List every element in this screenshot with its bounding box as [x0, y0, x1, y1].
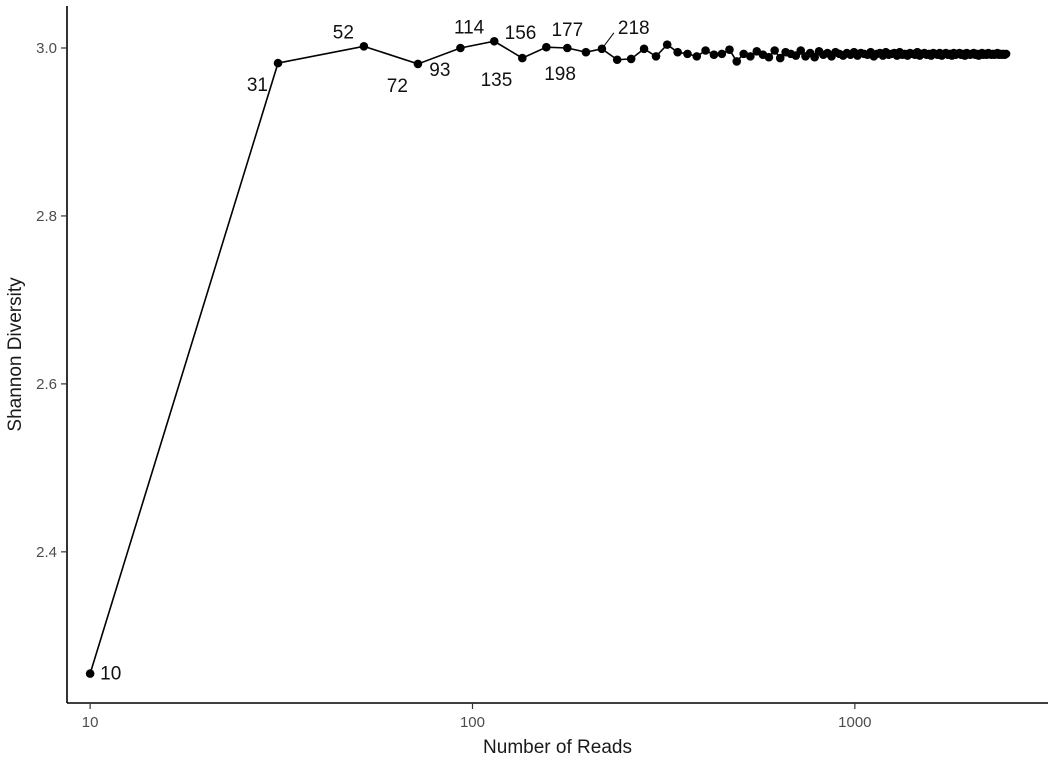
data-point: [746, 52, 755, 61]
data-label: 52: [333, 22, 354, 43]
data-point: [717, 49, 727, 59]
data-point: [85, 669, 95, 678]
label-leader-line: [601, 32, 615, 50]
data-point: [701, 46, 710, 55]
data-point: [662, 40, 672, 49]
data-point: [563, 43, 572, 53]
data-label: 114: [454, 17, 485, 38]
data-point: [456, 43, 465, 53]
data-point: [651, 52, 661, 61]
data-point: [489, 36, 499, 46]
data-label: 218: [618, 18, 650, 39]
data-point: [581, 47, 591, 57]
data-labels: 10 31 52 72 93 114 135 156 177 198 218: [100, 17, 649, 684]
data-label: 135: [481, 70, 513, 91]
data-label: 156: [505, 23, 537, 44]
x-tick-label: 1000: [838, 714, 871, 731]
data-point: [626, 54, 636, 64]
data-point: [796, 46, 806, 55]
y-axis-title: Shannon Diversity: [5, 277, 26, 432]
x-tick-label: 10: [82, 714, 99, 731]
series-line: [89, 40, 1007, 674]
data-point: [612, 55, 622, 65]
data-label: 93: [429, 60, 450, 81]
data-point: [739, 49, 748, 59]
data-label: 10: [100, 664, 121, 685]
data-point: [775, 53, 785, 63]
data-point: [359, 42, 369, 51]
y-tick-label: 2.4: [36, 544, 57, 561]
data-label: 72: [387, 76, 408, 97]
data-label: 198: [544, 64, 576, 85]
series-group: [85, 36, 1011, 678]
data-point: [692, 52, 702, 61]
data-point: [770, 46, 779, 55]
data-point: [1001, 49, 1011, 59]
y-tick-label: 3.0: [36, 40, 57, 57]
y-tick-label: 2.8: [36, 208, 57, 225]
data-point: [639, 44, 649, 54]
data-point: [810, 52, 819, 62]
data-label: 177: [551, 20, 583, 41]
x-axis-title: Number of Reads: [483, 737, 632, 758]
data-point: [683, 49, 692, 59]
data-point: [413, 59, 423, 69]
data-point: [764, 52, 774, 62]
data-point: [673, 47, 682, 57]
y-tick-label: 2.6: [36, 376, 57, 393]
data-point: [542, 42, 551, 52]
data-point: [709, 50, 719, 60]
data-point: [725, 45, 734, 54]
data-point: [732, 57, 742, 66]
axes: 10 100 1000 2.4 2.6 2.8 3.0: [36, 6, 1048, 731]
x-tick-label: 100: [460, 714, 485, 731]
data-point: [273, 58, 283, 68]
data-point: [518, 53, 527, 63]
data-label: 31: [247, 75, 268, 96]
